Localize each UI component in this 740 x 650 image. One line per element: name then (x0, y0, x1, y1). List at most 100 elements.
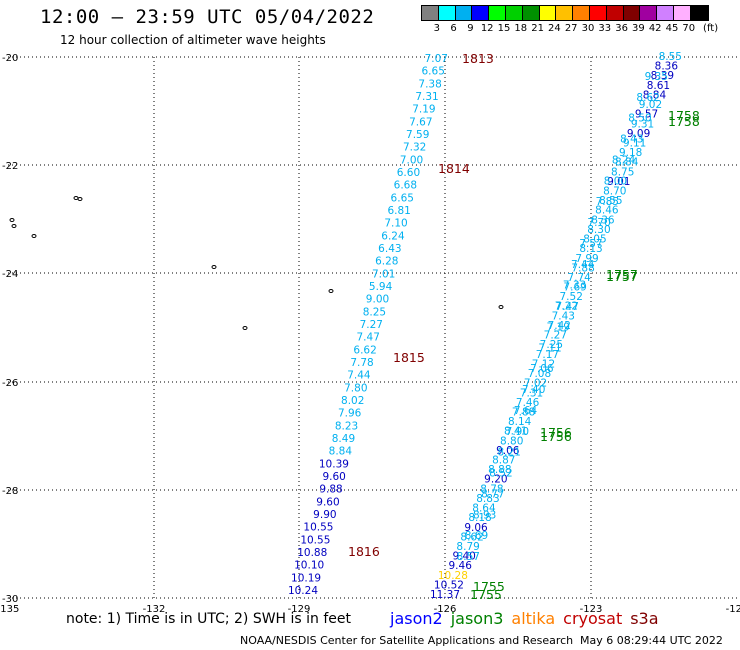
wave-height-label: 7.42 (548, 320, 571, 332)
color-swatch (657, 6, 674, 20)
wave-height-label: 7.44 (571, 259, 595, 271)
wave-height-label: 8.77 (481, 488, 504, 500)
wave-height-label: 9.20 (484, 474, 507, 486)
color-swatch (455, 6, 473, 20)
wave-height-label: 9.88 (319, 484, 342, 496)
longitude-label: -123 (580, 604, 603, 615)
wave-height-label: 8.62 (636, 92, 659, 104)
color-scale-label: 15 (497, 23, 511, 34)
track-right: 8.558.368.398.618.849.029.579.319.099.11… (430, 51, 682, 601)
wave-height-label: 6.28 (375, 256, 398, 268)
wave-height-label: 7.33 (563, 280, 586, 292)
wave-height-label: 7.90 (506, 426, 529, 438)
wave-height-label: 8.75 (611, 166, 634, 178)
wave-height-label: 7.47 (357, 332, 380, 344)
map-title: 12:00 — 23:59 UTC 05/04/2022 (40, 6, 375, 28)
wave-height-label: 7.78 (350, 357, 373, 369)
pass-time-label: 1755 (473, 579, 505, 594)
wave-height-label: 8.18 (468, 512, 491, 524)
color-scale-label: 42 (648, 23, 662, 34)
wave-height-label: 10.39 (319, 458, 349, 470)
wave-height-label: 9.01 (607, 176, 630, 188)
wave-height-label: 8.25 (363, 306, 386, 318)
wave-height-label: 9.40 (452, 551, 475, 563)
color-swatch (539, 6, 557, 20)
wave-height-label: 5.94 (369, 281, 393, 293)
wave-height-label: 8.55 (599, 195, 622, 207)
wave-height-label: 8.30 (587, 224, 610, 236)
wave-height-label: 7.64 (514, 405, 538, 417)
wave-height-label: 8.80 (500, 435, 523, 447)
wave-height-label: 6.60 (397, 167, 420, 179)
footer-credit: NOAA/NESDIS Center for Satellite Applica… (240, 634, 574, 647)
latitude-label: -30 (2, 594, 18, 605)
wave-height-label: 10.19 (291, 572, 321, 584)
color-swatch (438, 6, 456, 20)
wave-height-label: 7.70 (587, 217, 610, 229)
wave-height-label: 8.57 (457, 551, 480, 563)
wave-height-label: 6.81 (387, 205, 410, 217)
pass-time-label: 1756 (540, 429, 572, 444)
wave-height-label: 8.79 (456, 541, 479, 553)
wave-height-label: 8.36 (591, 214, 615, 226)
wave-height-label: 7.38 (418, 78, 441, 90)
wave-height-label: 7.80 (344, 382, 367, 394)
wave-height-label: 7.10 (384, 218, 407, 230)
wave-height-label: 7.67 (409, 116, 432, 128)
wave-height-label: 8.49 (332, 433, 355, 445)
island-marker (242, 326, 248, 330)
color-scale-label: 6 (450, 23, 457, 34)
wave-height-label: 6.24 (381, 230, 405, 242)
pass-time-label: 1757 (606, 267, 638, 282)
latitude-label: -22 (2, 161, 18, 172)
wave-height-label: 7.08 (528, 368, 551, 380)
wave-height-label: 7.19 (412, 104, 435, 116)
wave-height-label: 8.84 (329, 446, 353, 458)
wave-height-label: 8.62 (460, 531, 483, 543)
map-grid (8, 57, 737, 598)
color-scale-label: 12 (480, 23, 494, 34)
island-marker (11, 224, 17, 228)
wave-height-label: 9.31 (631, 118, 654, 130)
wave-height-label: 8.41 (504, 426, 527, 438)
island-marker (328, 289, 334, 293)
legend-item: s3a (630, 609, 659, 628)
footer-timestamp: May 6 08:29:44 UTC 2022 (580, 634, 723, 647)
wave-height-label: 7.74 (567, 272, 591, 284)
wave-height-label: 10.88 (297, 547, 327, 559)
latitude-label: -20 (2, 53, 18, 64)
color-scale-label: 18 (514, 23, 528, 34)
legend-item: altika (511, 609, 556, 628)
longitude-label: -135 (0, 604, 19, 615)
wave-height-label: 6.43 (378, 243, 401, 255)
island-marker (31, 234, 37, 238)
wave-height-label: 9.60 (316, 496, 339, 508)
wave-height-label: 11.37 (430, 589, 460, 601)
pass-time-label: 1813 (462, 51, 494, 66)
pass-time-label: 1814 (438, 161, 470, 176)
longitude-label: -126 (434, 604, 457, 615)
wave-height-label: 8.88 (488, 464, 511, 476)
legend-item: jason3 (450, 609, 504, 628)
track-left: 7.076.657.387.317.197.677.597.327.006.60… (288, 53, 448, 597)
pass-time-label: 1757 (606, 269, 638, 284)
wave-height-label: 8.50 (628, 113, 651, 125)
wave-height-label: 7.32 (403, 142, 426, 154)
wave-height-label: 7.57 (579, 238, 602, 250)
wave-height-label: 9.35 (645, 71, 668, 83)
wave-height-label: 8.21 (497, 447, 520, 459)
wave-height-label: 8.24 (612, 154, 636, 166)
wave-height-label: 7.17 (536, 349, 559, 361)
pass-time-label: 1756 (540, 425, 572, 440)
wave-height-label: 8.39 (651, 70, 674, 82)
wave-height-label: 8.55 (659, 51, 682, 63)
legend-item: cryosat (563, 609, 623, 628)
time-labels: 1813181418151816175817581757175717561756… (348, 51, 700, 602)
color-scale-label: 21 (531, 23, 544, 34)
longitude-label: -120 (726, 604, 740, 615)
wave-height-label: 10.52 (434, 579, 464, 591)
latitude-label: -28 (2, 486, 18, 497)
wave-height-label: 7.88 (512, 406, 535, 418)
wave-height-label: 8.69 (465, 530, 488, 542)
